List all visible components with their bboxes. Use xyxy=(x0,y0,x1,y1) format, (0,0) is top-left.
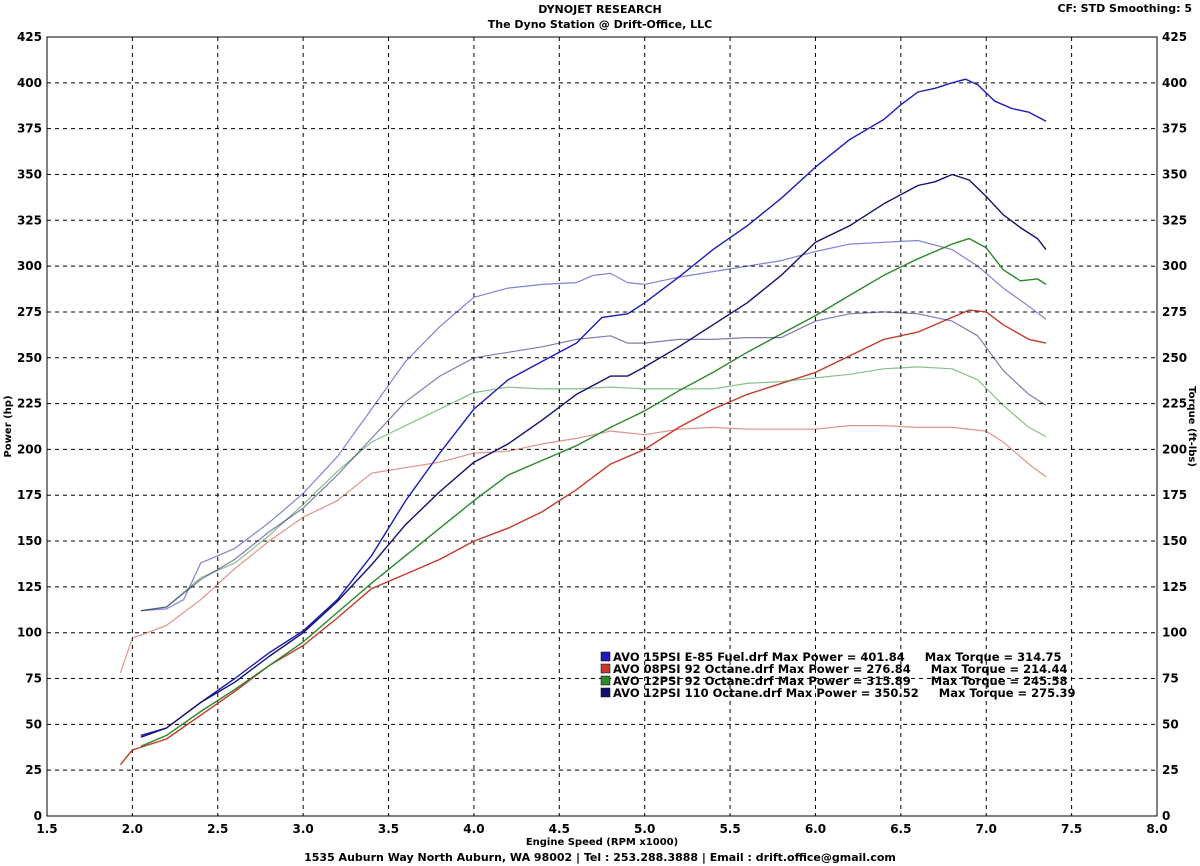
oct110_12-power-line xyxy=(140,173,1047,738)
y-tick-label: 150 xyxy=(17,534,42,548)
y2-tick-label: 150 xyxy=(1162,534,1187,548)
y-tick-label: 125 xyxy=(17,580,42,594)
legend: AVO 15PSI E-85 Fuel.drf Max Power = 401.… xyxy=(600,650,1076,700)
y2-tick-label: 25 xyxy=(1162,763,1179,777)
x-tick-label: 5.0 xyxy=(634,822,655,836)
y2-tick-label: 275 xyxy=(1162,305,1187,319)
y2-tick-label: 250 xyxy=(1162,351,1187,365)
y-tick-label: 75 xyxy=(25,672,42,686)
y2-tick-label: 400 xyxy=(1162,76,1187,90)
legend-swatch xyxy=(600,687,611,698)
chart-title: DYNOJET RESEARCH xyxy=(538,3,662,16)
y-tick-label: 25 xyxy=(25,763,42,777)
x-tick-label: 7.5 xyxy=(1061,822,1082,836)
x-tick-label: 6.0 xyxy=(805,822,826,836)
y2-tick-label: 375 xyxy=(1162,122,1187,136)
y2-tick-label: 425 xyxy=(1162,30,1187,44)
legend-entry: AVO 08PSI 92 Octane.drf Max Power = 276.… xyxy=(613,662,1068,676)
legend-swatch xyxy=(600,651,611,662)
y-tick-label: 275 xyxy=(17,305,42,319)
x-tick-label: 6.5 xyxy=(890,822,911,836)
x-tick-label: 2.0 xyxy=(122,822,143,836)
y-tick-label: 400 xyxy=(17,76,42,90)
x-tick-label: 3.5 xyxy=(378,822,399,836)
x-tick-label: 8.0 xyxy=(1146,822,1167,836)
y-tick-label: 100 xyxy=(17,626,42,640)
x-tick-label: 3.0 xyxy=(293,822,314,836)
grid xyxy=(47,37,1157,816)
y2-tick-label: 350 xyxy=(1162,167,1187,181)
series xyxy=(119,78,1047,766)
y-tick-label: 200 xyxy=(17,442,42,456)
oct92_08-torque-line xyxy=(119,425,1047,674)
y2-tick-label: 125 xyxy=(1162,580,1187,594)
y-tick-label: 325 xyxy=(17,213,42,227)
legend-entry: AVO 15PSI E-85 Fuel.drf Max Power = 401.… xyxy=(613,650,1062,664)
y2-tick-label: 325 xyxy=(1162,213,1187,227)
y-tick-label: 250 xyxy=(17,351,42,365)
y2-tick-label: 100 xyxy=(1162,626,1187,640)
x-tick-label: 1.5 xyxy=(36,822,57,836)
x-tick-label: 5.5 xyxy=(719,822,740,836)
y-tick-label: 0 xyxy=(34,809,42,823)
y2-tick-label: 0 xyxy=(1162,809,1170,823)
footer-contact: 1535 Auburn Way North Auburn, WA 98002 |… xyxy=(304,851,896,864)
plot-frame xyxy=(46,36,1158,817)
x-tick-label: 2.5 xyxy=(207,822,228,836)
x-axis-label: Engine Speed (RPM x1000) xyxy=(526,837,678,848)
y2-axis-label: Torque (ft-lbs) xyxy=(1186,386,1197,467)
y-tick-label: 350 xyxy=(17,167,42,181)
e85-power-line xyxy=(140,78,1047,737)
y-tick-label: 300 xyxy=(17,259,42,273)
legend-swatch xyxy=(600,675,611,686)
x-tick-label: 4.5 xyxy=(549,822,570,836)
x-tick-label: 4.0 xyxy=(463,822,484,836)
y-tick-label: 375 xyxy=(17,122,42,136)
oct92_12-power-line xyxy=(140,237,1047,747)
x-axis: 1.5 2.0 2.5 3.0 3.5 4.0 4.5 5.0 5.5 6.0 6.5 7.0 7.5 8… xyxy=(36,822,1167,836)
y2-tick-label: 50 xyxy=(1162,717,1179,731)
y2-tick-label: 225 xyxy=(1162,397,1187,411)
y-axis-right: 0 25 50 75 100 125 150 175 200 225 250 275 300 325 350… xyxy=(1162,30,1187,823)
y2-tick-label: 300 xyxy=(1162,259,1187,273)
x-tick-label: 7.0 xyxy=(976,822,997,836)
y-tick-label: 425 xyxy=(17,30,42,44)
y2-tick-label: 200 xyxy=(1162,442,1187,456)
settings-readout: CF: STD Smoothing: 5 xyxy=(1057,2,1192,15)
legend-entry: AVO 12PSI 92 Octane.drf Max Power = 315.… xyxy=(613,674,1068,688)
legend-swatch xyxy=(600,663,611,674)
y-tick-label: 50 xyxy=(25,717,42,731)
y2-tick-label: 175 xyxy=(1162,488,1187,502)
oct92_12-torque-line xyxy=(140,366,1047,612)
chart-subtitle: The Dyno Station @ Drift-Office, LLC xyxy=(487,18,713,31)
y-axis-left: 0 25 50 75 100 125 150 175 200 225 250 275 300 325 350… xyxy=(17,30,42,823)
oct110_12-torque-line xyxy=(140,311,1047,612)
y2-tick-label: 75 xyxy=(1162,672,1179,686)
y-tick-label: 225 xyxy=(17,397,42,411)
y-tick-label: 175 xyxy=(17,488,42,502)
legend-entry: AVO 12PSI 110 Octane.drf Max Power = 350… xyxy=(613,686,1076,700)
y-axis-label: Power (hp) xyxy=(3,395,14,457)
e85-torque-line xyxy=(140,239,1047,612)
